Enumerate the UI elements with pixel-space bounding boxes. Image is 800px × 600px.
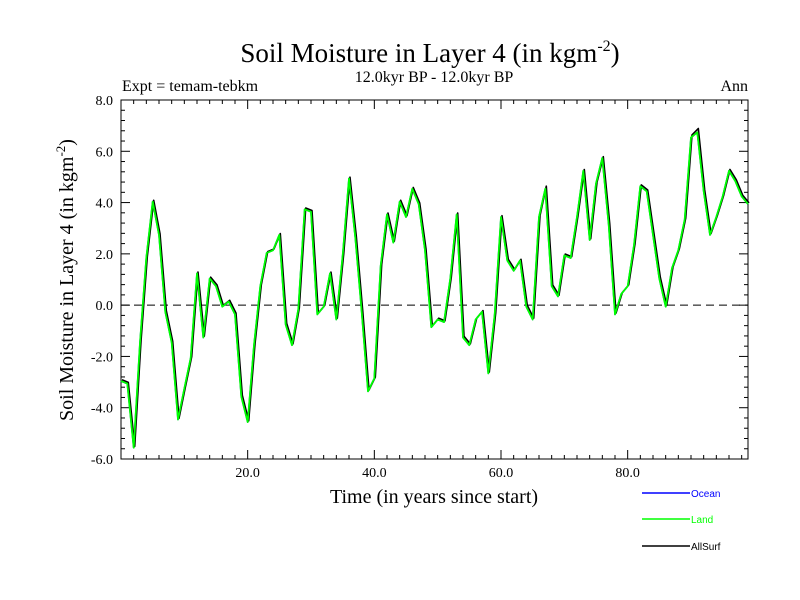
y-axis-ticks: -6.0 -4.0 -2.0 0.0 2.0 4.0 6.0 8.0	[91, 94, 748, 468]
y-tick-label: 2.0	[96, 248, 114, 263]
y-tick-label: -4.0	[91, 402, 113, 417]
subtitle-left: Expt = temam-tebkm	[122, 78, 259, 95]
chart-title-close: )	[611, 38, 620, 68]
minor-ticks	[121, 100, 748, 459]
y-tick-label: -6.0	[91, 453, 113, 468]
x-axis-ticks: 20.0 40.0 60.0 80.0	[235, 100, 640, 481]
chart-title-text: Soil Moisture in Layer 4 (in kgm	[240, 38, 597, 68]
legend: Ocean Land AllSurf	[642, 489, 721, 553]
y-tick-label: 6.0	[96, 145, 114, 160]
y-tick-label: 0.0	[96, 299, 114, 314]
legend-label-allsurf: AllSurf	[691, 542, 721, 553]
x-axis-label: Time (in years since start)	[330, 486, 538, 508]
y-tick-label: -2.0	[91, 350, 113, 365]
series-lines	[120, 127, 750, 449]
subtitle-center: 12.0kyr BP - 12.0kyr BP	[355, 69, 514, 86]
x-tick-label: 80.0	[615, 466, 640, 481]
y-axis-label-superscript: -2	[53, 146, 68, 157]
x-tick-label: 40.0	[362, 466, 387, 481]
y-axis-label: Soil Moisture in Layer 4 (in kgm-2)	[53, 139, 78, 421]
subtitle-right: Ann	[720, 78, 748, 95]
y-tick-label: 4.0	[96, 197, 114, 212]
chart-title-superscript: -2	[597, 38, 610, 55]
chart-title: Soil Moisture in Layer 4 (in kgm-2)	[240, 38, 619, 68]
y-axis-label-text: Soil Moisture in Layer 4 (in kgm	[56, 156, 78, 421]
y-axis-label-close: )	[56, 139, 78, 146]
legend-label-ocean: Ocean	[691, 489, 720, 500]
legend-label-land: Land	[691, 515, 713, 526]
plot-frame	[120, 99, 749, 460]
series-line-ocean	[120, 131, 749, 449]
x-tick-label: 20.0	[235, 466, 260, 481]
y-tick-label: 8.0	[96, 94, 114, 109]
x-tick-label: 60.0	[489, 466, 514, 481]
series-line-land	[120, 131, 749, 449]
